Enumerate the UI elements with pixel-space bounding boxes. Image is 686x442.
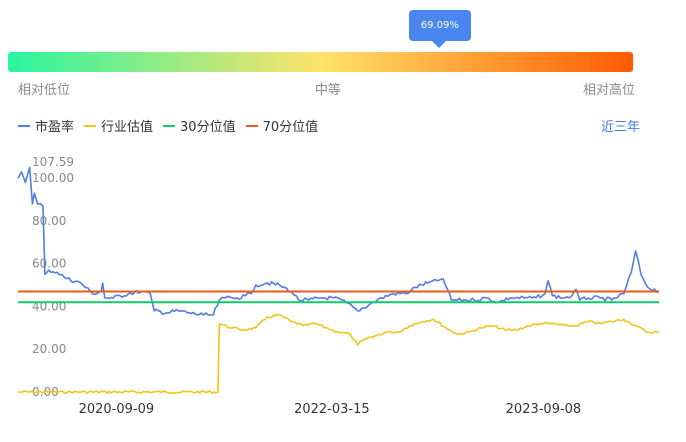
legend-swatch	[84, 124, 97, 127]
gauge-low-label: 相对低位	[18, 83, 71, 98]
period-selector-button[interactable]: 近三年	[600, 120, 640, 135]
legend-item-p70[interactable]: 70分位值	[245, 116, 319, 135]
gauge-mid-label: 中等	[315, 83, 342, 98]
y-tick-label: 20.00	[32, 342, 66, 356]
x-tick-label: 2020-09-09	[79, 402, 155, 417]
y-tick-label: 100.00	[32, 171, 74, 185]
x-tick-label: 2023-09-08	[506, 402, 582, 417]
chart-legend: 市盈率 行业估值 30分位值 70分位值	[18, 116, 328, 135]
legend-item-pe[interactable]: 市盈率	[18, 116, 74, 135]
gauge-high-label: 相对高位	[583, 83, 636, 98]
legend-label: 30分位值	[180, 120, 236, 135]
legend-item-industry[interactable]: 行业估值	[84, 116, 153, 135]
y-tick-label: 107.59	[32, 155, 74, 169]
x-tick-label: 2022-03-15	[294, 402, 370, 417]
legend-item-p30[interactable]: 30分位值	[163, 116, 236, 135]
series-line-1	[18, 313, 660, 394]
legend-label: 行业估值	[101, 120, 154, 135]
y-tick-label: 80.00	[32, 214, 66, 228]
legend-label: 市盈率	[35, 120, 75, 135]
legend-swatch	[18, 124, 30, 127]
percentile-tooltip: 69.09%	[408, 10, 471, 48]
legend-label: 70分位值	[262, 120, 319, 135]
legend-swatch	[163, 124, 176, 127]
y-tick-label: 60.00	[32, 257, 66, 271]
percentile-gauge-bar	[8, 52, 633, 72]
series-line-0	[17, 166, 660, 316]
legend-swatch	[245, 124, 258, 127]
percentile-value: 69.09%	[420, 20, 459, 31]
